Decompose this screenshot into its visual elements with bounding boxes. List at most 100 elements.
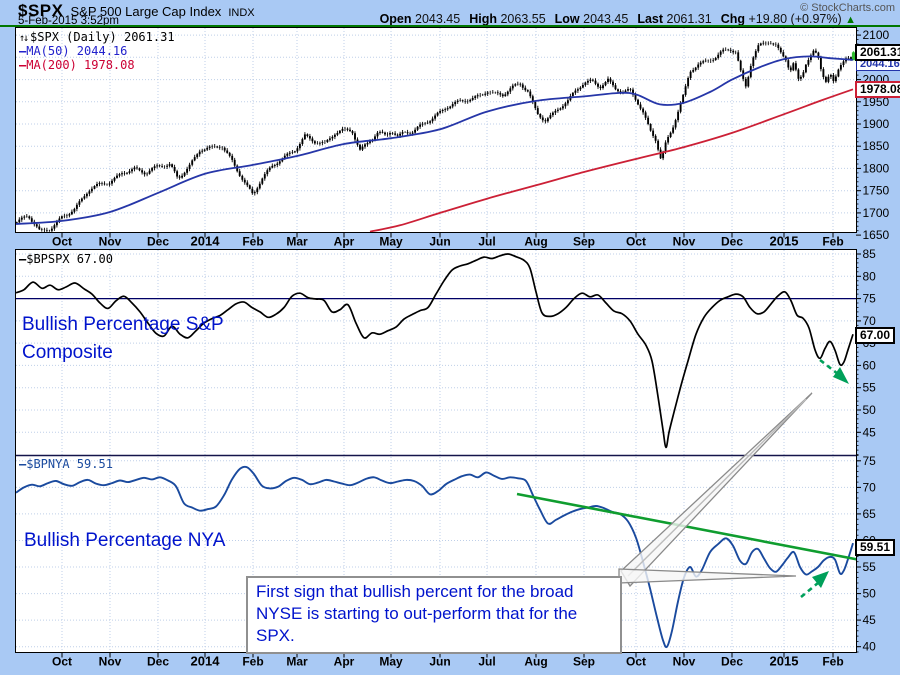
- svg-text:Sep: Sep: [573, 655, 595, 669]
- svg-text:Feb: Feb: [822, 655, 843, 669]
- chart-header: $SPX S&P 500 Large Cap Index INDX: [18, 1, 255, 21]
- svg-text:Dec: Dec: [721, 655, 743, 669]
- high-value: 2063.55: [500, 12, 546, 26]
- svg-text:Sep: Sep: [573, 235, 595, 249]
- svg-text:75: 75: [863, 292, 877, 306]
- svg-text:55: 55: [863, 560, 877, 574]
- last-value: 2061.31: [666, 12, 712, 26]
- svg-text:2100: 2100: [863, 28, 890, 42]
- open-value: 2043.45: [415, 12, 461, 26]
- bp-series: [16, 253, 854, 649]
- svg-text:2014: 2014: [191, 234, 221, 249]
- symbol: $SPX: [18, 1, 64, 20]
- svg-text:50: 50: [863, 403, 877, 417]
- legend-bpnya: —$BPNYA 59.51: [19, 458, 113, 471]
- header-rule: [0, 25, 900, 27]
- ohlc-quote-row: Open 2043.45 High 2063.55 Low 2043.45 La…: [380, 12, 856, 26]
- svg-text:Oct: Oct: [626, 235, 646, 249]
- pricebox-ma200: 1978.08: [855, 81, 900, 98]
- svg-text:Nov: Nov: [673, 235, 696, 249]
- stockcharts-copyright: © StockCharts.com: [800, 2, 895, 14]
- svg-text:85: 85: [863, 247, 877, 261]
- legend-bpspx: —$BPSPX 67.00: [19, 253, 113, 266]
- svg-text:Aug: Aug: [524, 655, 547, 669]
- svg-text:Dec: Dec: [147, 235, 169, 249]
- svg-text:Jun: Jun: [429, 235, 450, 249]
- svg-text:Dec: Dec: [721, 235, 743, 249]
- svg-text:1850: 1850: [863, 139, 890, 153]
- annotation-shapes: [516, 358, 856, 599]
- chart-datetime: 5-Feb-2015 3:52pm: [18, 15, 120, 27]
- bpspx-swatch-icon: —: [19, 252, 27, 266]
- svg-text:65: 65: [863, 507, 877, 521]
- svg-text:Nov: Nov: [99, 235, 122, 249]
- annotation-note-box: First sign that bullish percent for the …: [246, 576, 622, 655]
- svg-text:1900: 1900: [863, 117, 890, 131]
- open-label: Open: [379, 12, 412, 26]
- svg-text:2015: 2015: [770, 234, 799, 249]
- svg-text:Jun: Jun: [429, 655, 450, 669]
- spx-panel-border: [15, 27, 857, 233]
- ma50-swatch-icon: —: [19, 44, 27, 58]
- svg-text:60: 60: [863, 358, 877, 372]
- svg-text:Aug: Aug: [524, 235, 547, 249]
- svg-text:Mar: Mar: [286, 655, 308, 669]
- svg-text:Dec: Dec: [147, 655, 169, 669]
- annotation-bpspx-title: Bullish Percentage S&P Composite: [22, 314, 224, 363]
- svg-text:2014: 2014: [191, 654, 221, 669]
- legend-ma50: —MA(50) 2044.16: [19, 45, 127, 58]
- svg-text:80: 80: [863, 269, 877, 283]
- legend-bpnya-text: $BPNYA 59.51: [26, 457, 113, 471]
- green-trendline: [516, 492, 856, 561]
- low-value: 2043.45: [583, 12, 629, 26]
- candles-icon: ↑↓: [19, 33, 29, 44]
- svg-text:Apr: Apr: [334, 655, 355, 669]
- svg-text:Nov: Nov: [99, 655, 122, 669]
- svg-text:55: 55: [863, 381, 877, 395]
- svg-text:1750: 1750: [863, 184, 890, 198]
- svg-text:May: May: [379, 235, 403, 249]
- svg-text:Mar: Mar: [286, 235, 308, 249]
- up-triangle-icon: ▲: [845, 14, 856, 26]
- pricebox-spx-last: 2061.31: [855, 44, 900, 61]
- svg-text:70: 70: [863, 480, 877, 494]
- svg-text:Jul: Jul: [478, 655, 495, 669]
- spx-series: [16, 40, 856, 232]
- pricebox-bpnya: 59.51: [855, 539, 896, 556]
- svg-text:Apr: Apr: [334, 235, 355, 249]
- legend-ma200: —MA(200) 1978.08: [19, 59, 135, 72]
- legend-ma200-text: MA(200) 1978.08: [26, 58, 135, 72]
- month-axis: Oct Nov Dec 2014 Feb Mar Apr May Jun Jul Aug Sep Oct…: [52, 233, 844, 249]
- teal-arrow-bottom: [800, 581, 819, 599]
- month-axis: Oct Nov Dec 2014 Feb Mar Apr May Jun Jul Aug Sep Oct…: [52, 653, 844, 669]
- bpnya-swatch-icon: —: [19, 457, 27, 471]
- svg-text:Feb: Feb: [242, 655, 263, 669]
- ma50-line: [16, 55, 854, 225]
- legend-spx-text: $SPX (Daily) 2061.31: [30, 30, 175, 44]
- svg-text:Feb: Feb: [822, 235, 843, 249]
- svg-text:Oct: Oct: [52, 655, 72, 669]
- index-title: S&P 500 Large Cap Index: [70, 4, 222, 19]
- low-label: Low: [554, 12, 580, 26]
- annotation-bpnya-title: Bullish Percentage NYA: [24, 530, 226, 551]
- svg-text:45: 45: [863, 613, 877, 627]
- svg-text:1800: 1800: [863, 161, 890, 175]
- svg-text:May: May: [379, 655, 403, 669]
- svg-text:Jul: Jul: [478, 235, 495, 249]
- exchange-tag: INDX: [228, 7, 255, 19]
- svg-text:2015: 2015: [770, 654, 799, 669]
- teal-arrow-mid: [819, 358, 839, 376]
- svg-text:75: 75: [863, 454, 877, 468]
- svg-text:45: 45: [863, 425, 877, 439]
- high-label: High: [469, 12, 497, 26]
- chg-label: Chg: [720, 12, 746, 26]
- legend-bpspx-text: $BPSPX 67.00: [26, 252, 113, 266]
- legend-spx: ↑↓ $SPX (Daily) 2061.31: [19, 31, 175, 45]
- grid-top: [16, 28, 856, 232]
- pricebox-bpspx: 67.00: [855, 327, 896, 344]
- svg-text:40: 40: [863, 640, 877, 654]
- bpspx-line: [16, 253, 854, 449]
- svg-text:1650: 1650: [863, 228, 890, 242]
